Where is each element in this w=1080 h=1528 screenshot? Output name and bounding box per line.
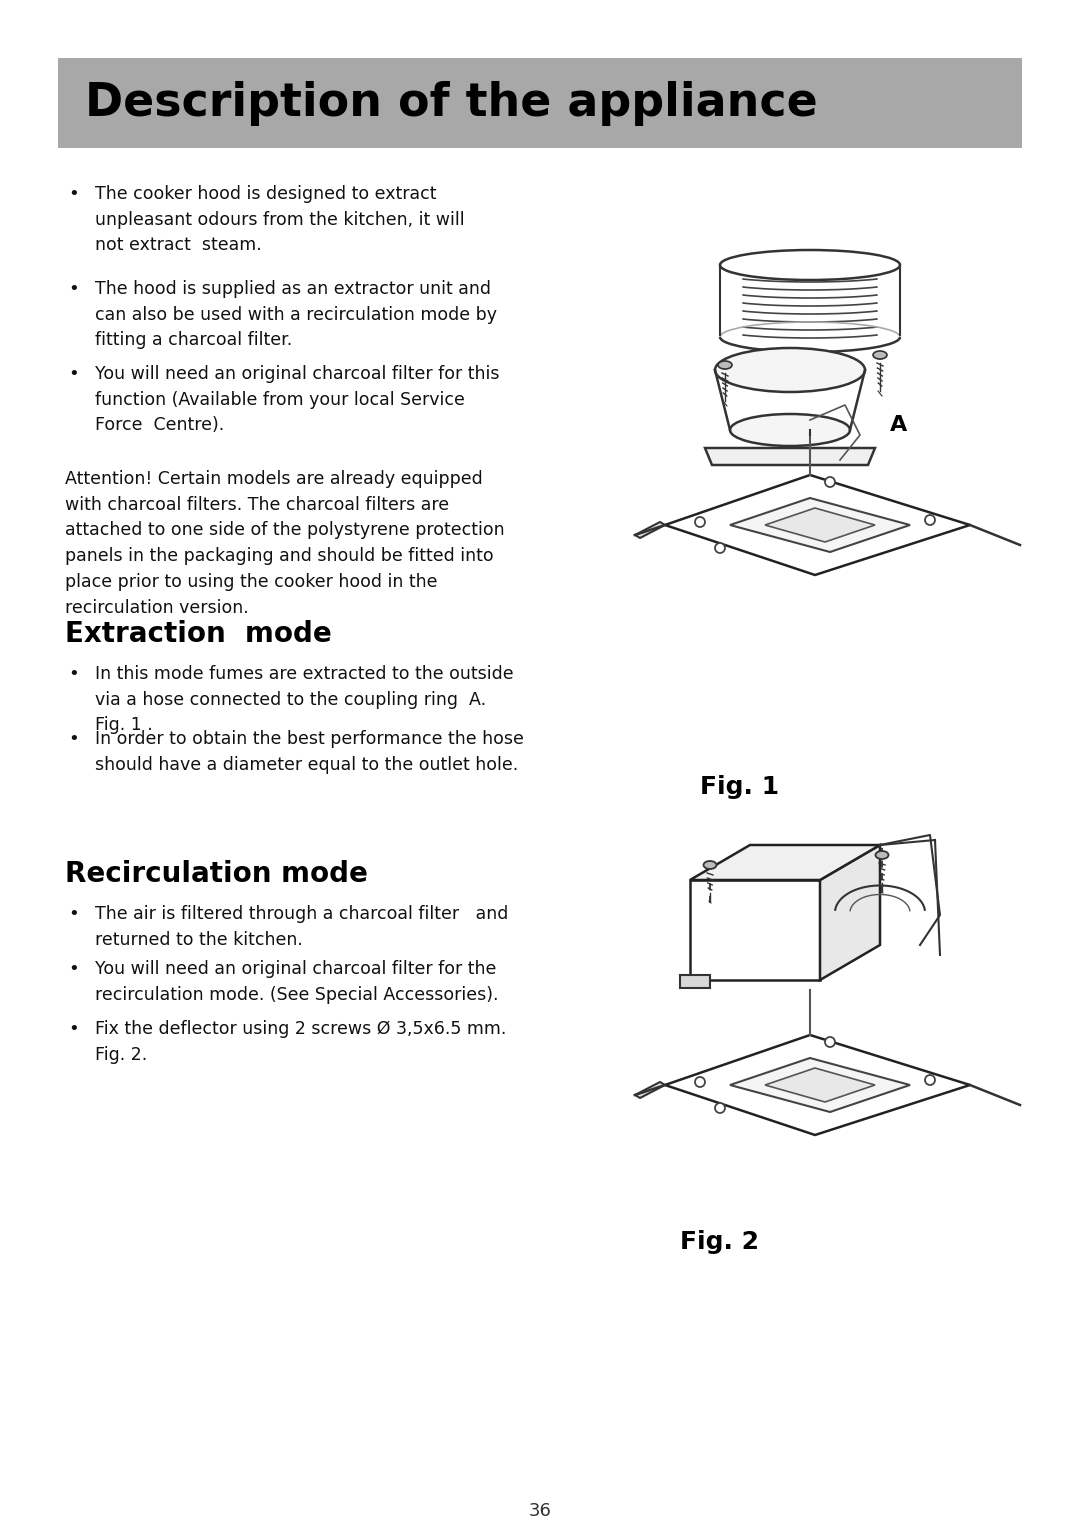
Polygon shape	[665, 475, 970, 575]
Text: Fix the deflector using 2 screws Ø 3,5x6.5 mm.
Fig. 2.: Fix the deflector using 2 screws Ø 3,5x6…	[95, 1021, 507, 1063]
Text: Fig. 1: Fig. 1	[700, 775, 779, 799]
Text: Attention! Certain models are already equipped
with charcoal filters. The charco: Attention! Certain models are already eq…	[65, 471, 504, 616]
Text: •: •	[68, 185, 79, 203]
Polygon shape	[820, 845, 880, 979]
Circle shape	[924, 515, 935, 526]
Text: Description of the appliance: Description of the appliance	[85, 81, 818, 125]
Polygon shape	[635, 523, 665, 538]
Text: The cooker hood is designed to extract
unpleasant odours from the kitchen, it wi: The cooker hood is designed to extract u…	[95, 185, 464, 254]
Circle shape	[715, 1103, 725, 1112]
Text: •: •	[68, 1021, 79, 1038]
Text: In order to obtain the best performance the hose
should have a diameter equal to: In order to obtain the best performance …	[95, 730, 524, 773]
Ellipse shape	[876, 851, 889, 859]
FancyBboxPatch shape	[58, 58, 1022, 148]
Polygon shape	[730, 1057, 910, 1112]
Text: •: •	[68, 665, 79, 683]
Circle shape	[825, 477, 835, 487]
Polygon shape	[765, 1068, 875, 1102]
Polygon shape	[680, 975, 710, 989]
Text: •: •	[68, 365, 79, 384]
Text: Extraction  mode: Extraction mode	[65, 620, 332, 648]
Circle shape	[924, 1076, 935, 1085]
Polygon shape	[730, 498, 910, 552]
Text: Recirculation mode: Recirculation mode	[65, 860, 368, 888]
Text: •: •	[68, 730, 79, 749]
Text: The air is filtered through a charcoal filter   and
returned to the kitchen.: The air is filtered through a charcoal f…	[95, 905, 509, 949]
Polygon shape	[690, 845, 880, 880]
Circle shape	[715, 542, 725, 553]
Ellipse shape	[873, 351, 887, 359]
Circle shape	[696, 1077, 705, 1086]
Circle shape	[696, 516, 705, 527]
Circle shape	[825, 1038, 835, 1047]
Text: In this mode fumes are extracted to the outside
via a hose connected to the coup: In this mode fumes are extracted to the …	[95, 665, 514, 735]
Text: 36: 36	[528, 1502, 552, 1520]
Text: You will need an original charcoal filter for this
function (Available from your: You will need an original charcoal filte…	[95, 365, 499, 434]
Ellipse shape	[703, 860, 716, 869]
Text: The hood is supplied as an extractor unit and
can also be used with a recirculat: The hood is supplied as an extractor uni…	[95, 280, 497, 350]
Polygon shape	[635, 1082, 665, 1099]
Polygon shape	[705, 448, 875, 465]
Ellipse shape	[715, 348, 865, 393]
Text: A: A	[890, 416, 907, 435]
Text: •: •	[68, 280, 79, 298]
Ellipse shape	[718, 361, 732, 368]
Text: You will need an original charcoal filter for the
recirculation mode. (See Speci: You will need an original charcoal filte…	[95, 960, 499, 1004]
Text: •: •	[68, 960, 79, 978]
Text: •: •	[68, 905, 79, 923]
Ellipse shape	[730, 414, 850, 446]
Polygon shape	[765, 507, 875, 542]
Text: Fig. 2: Fig. 2	[680, 1230, 759, 1254]
Polygon shape	[665, 1034, 970, 1135]
Polygon shape	[690, 880, 820, 979]
